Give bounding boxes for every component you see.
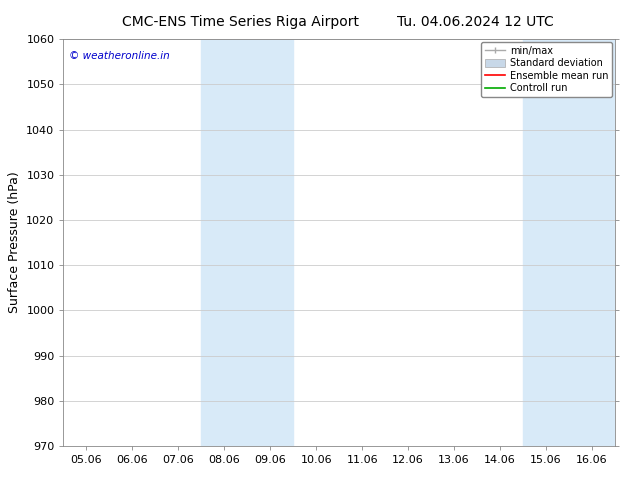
Text: © weatheronline.in: © weatheronline.in	[69, 51, 170, 61]
Y-axis label: Surface Pressure (hPa): Surface Pressure (hPa)	[8, 172, 21, 314]
Bar	[523, 39, 615, 446]
Text: Tu. 04.06.2024 12 UTC: Tu. 04.06.2024 12 UTC	[397, 15, 554, 29]
Text: CMC-ENS Time Series Riga Airport: CMC-ENS Time Series Riga Airport	[122, 15, 359, 29]
Bar	[202, 39, 293, 446]
Legend: min/max, Standard deviation, Ensemble mean run, Controll run: min/max, Standard deviation, Ensemble me…	[481, 42, 612, 97]
